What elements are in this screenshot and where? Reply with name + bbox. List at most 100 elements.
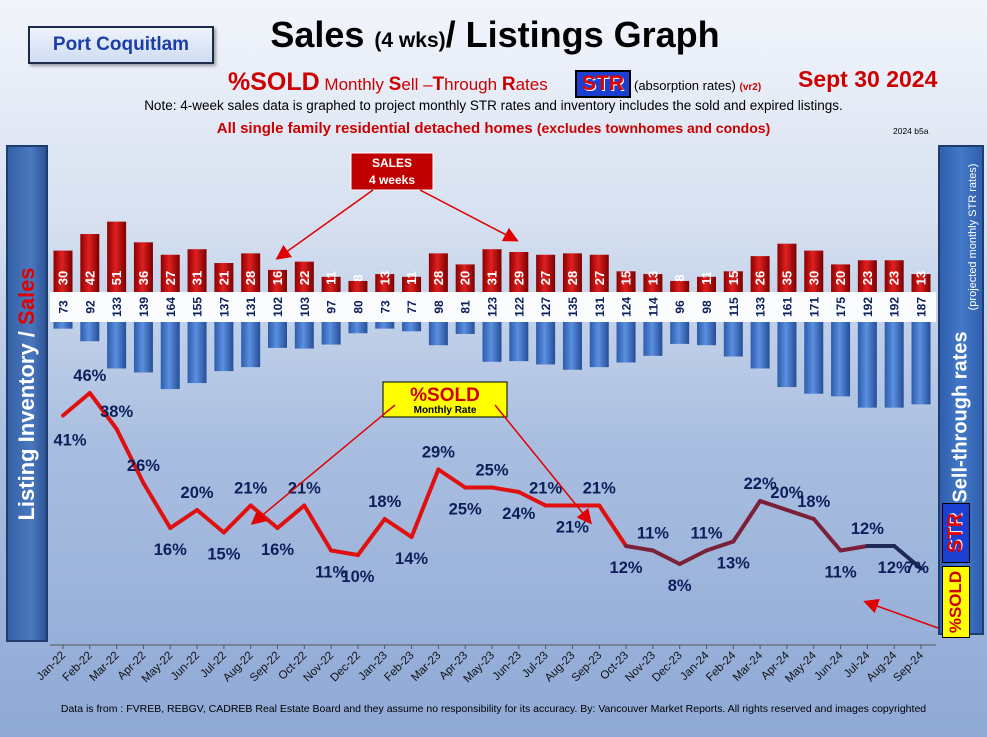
sales-value-label: 13 <box>914 271 929 285</box>
sales-value-label: 23 <box>860 271 875 285</box>
inventory-value-label: 135 <box>566 297 580 317</box>
sold-line-segment <box>141 481 173 530</box>
inventory-value-label: 123 <box>486 297 500 317</box>
sales-value-label: 15 <box>619 271 634 285</box>
chart-subtitle: %SOLD Monthly Sell –Through Rates <box>228 68 548 96</box>
sales-callout-line1: SALES <box>372 156 412 170</box>
x-tick-label: Mar-23 <box>409 650 443 684</box>
inventory-value-label: 102 <box>271 297 285 317</box>
inventory-value-label: 127 <box>539 297 553 317</box>
sales-value-label: 21 <box>216 271 231 285</box>
scope-note: All single family residential detached h… <box>216 120 771 137</box>
sold-line-segment <box>650 548 682 566</box>
sold-line-segment <box>704 539 736 553</box>
sold-pct-label: 20% <box>181 484 214 502</box>
inventory-bar <box>831 322 851 397</box>
sales-value-label: 8 <box>350 274 365 281</box>
sold-line-segment <box>87 391 119 431</box>
inventory-bar <box>804 322 824 394</box>
sales-value-label: 42 <box>82 271 97 285</box>
inventory-value-label: 77 <box>405 300 419 314</box>
sales-bar <box>750 256 770 292</box>
inventory-bar <box>911 322 931 405</box>
inventory-value-label: 175 <box>834 297 848 317</box>
sold-pct-label: 16% <box>261 541 294 559</box>
inventory-bar <box>777 322 797 388</box>
inventory-value-label: 124 <box>620 297 634 317</box>
footer-credit: Data is from : FVREB, REBGV, CADREB Real… <box>60 703 927 715</box>
inventory-bar <box>616 322 636 363</box>
sales-value-label: 13 <box>377 271 392 285</box>
version-code: 2024 b5a <box>893 126 929 136</box>
sales-value-label: 22 <box>297 271 312 285</box>
sold-callout-line2: Monthly Rate <box>414 405 477 416</box>
sold-line-segment <box>248 503 280 530</box>
sold-pct-label: 41% <box>53 432 86 450</box>
sold-line-segment <box>784 508 816 521</box>
sold-callout-box <box>382 381 508 418</box>
inventory-label-band <box>50 292 936 322</box>
sold-pct-label: 38% <box>100 403 133 421</box>
sales-bar <box>294 261 314 292</box>
sales-arrow-right <box>419 189 519 242</box>
sold-pct-label: 12% <box>610 559 643 577</box>
x-tick-label: Sep-23 <box>570 650 605 685</box>
sales-value-label: 51 <box>109 271 124 285</box>
x-tick-label: Mar-22 <box>87 650 121 684</box>
x-tick-label: Sep-24 <box>891 649 926 684</box>
sales-value-label: 28 <box>243 271 258 285</box>
sales-value-label: 31 <box>485 271 500 285</box>
str-vertical-badge: STR <box>942 503 970 563</box>
sales-bar <box>697 276 716 292</box>
sales-bar <box>268 269 287 292</box>
sales-bar <box>187 249 207 292</box>
sales-bar <box>428 253 448 292</box>
sold-pct-label: 13% <box>717 555 750 573</box>
sold-line-segment <box>114 427 146 485</box>
sold-line-segment <box>892 544 923 571</box>
sold-pct-label: 11% <box>825 564 857 582</box>
x-tick-label: Jun-23 <box>491 650 524 683</box>
sold-line-segment <box>302 503 334 553</box>
sold-line-segment <box>221 503 253 535</box>
sold-line-segment <box>382 517 414 539</box>
inventory-bar <box>536 322 556 365</box>
sales-bar <box>80 234 100 292</box>
sold-pct-label: 7% <box>905 559 929 577</box>
sold-line-segment <box>811 517 843 553</box>
inventory-bar <box>241 322 261 368</box>
inventory-value-label: 133 <box>110 297 124 317</box>
sold-line-segment <box>758 499 789 512</box>
inventory-bar <box>375 322 395 329</box>
city-label: Port Coquitlam <box>28 26 214 64</box>
chart-title: Sales (4 wks)/ Listings Graph <box>270 14 720 55</box>
inventory-bar <box>321 322 341 345</box>
sold-pct-label: 11% <box>315 564 347 582</box>
sales-value-label: 35 <box>779 271 794 285</box>
inventory-value-label: 92 <box>83 300 97 314</box>
inventory-value-label: 115 <box>727 297 741 317</box>
sold-vertical-badge: %SOLD <box>942 566 970 638</box>
sales-value-label: 8 <box>672 274 687 281</box>
sales-bar <box>562 253 582 292</box>
inventory-value-label: 114 <box>646 297 660 317</box>
sales-value-label: 30 <box>56 271 71 285</box>
inventory-bar <box>187 322 207 384</box>
sales-bar <box>455 264 475 292</box>
sales-value-label: 28 <box>565 271 580 285</box>
inventory-value-label: 73 <box>57 300 71 314</box>
x-tick-label: Dec-23 <box>650 650 685 685</box>
sales-bar <box>831 264 851 292</box>
inventory-value-label: 133 <box>754 297 768 317</box>
str-note: (absorption rates) (vr2) <box>634 78 762 93</box>
sales-arrow-left <box>275 189 374 260</box>
inventory-value-label: 81 <box>459 300 473 314</box>
inventory-bar <box>294 322 314 349</box>
sold-line-segment <box>355 517 387 557</box>
sold-pct-label: 46% <box>73 367 106 385</box>
sold-line-segment <box>168 508 200 530</box>
sales-value-label: 11 <box>324 271 339 285</box>
inventory-bar <box>670 322 690 344</box>
inventory-value-label: 98 <box>432 300 446 314</box>
sold-line-segment <box>409 467 441 539</box>
